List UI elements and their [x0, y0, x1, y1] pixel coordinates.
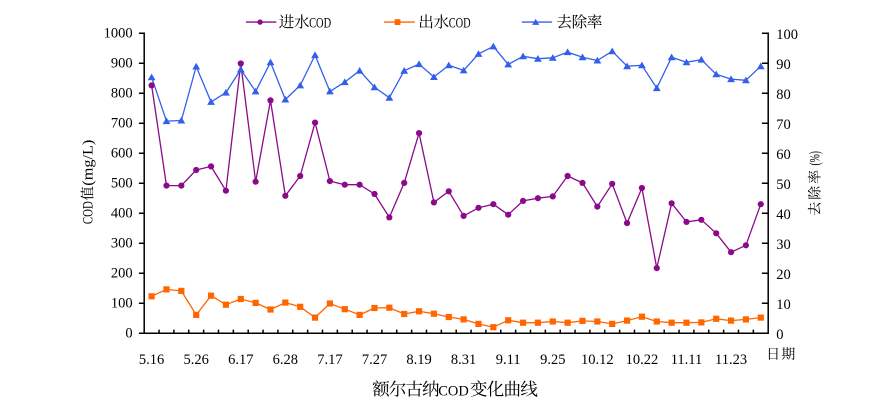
svg-text:20: 20	[776, 267, 791, 283]
svg-text:30: 30	[776, 237, 791, 253]
svg-text:0: 0	[776, 327, 783, 343]
svg-text:COD: COD	[81, 201, 97, 224]
svg-text:5.16: 5.16	[139, 352, 164, 368]
svg-text:9.11: 9.11	[496, 352, 521, 368]
svg-text:8.31: 8.31	[451, 352, 476, 368]
svg-text:(mg/L): (mg/L)	[81, 140, 97, 186]
svg-text:300: 300	[111, 235, 133, 251]
svg-text:600: 600	[111, 145, 133, 161]
svg-text:80: 80	[776, 87, 791, 103]
svg-text:7.17: 7.17	[317, 352, 342, 368]
svg-text:200: 200	[111, 265, 133, 281]
svg-text:1000: 1000	[104, 25, 133, 41]
svg-text:COD: COD	[309, 15, 331, 31]
svg-text:0: 0	[125, 325, 132, 341]
svg-text:800: 800	[111, 85, 133, 101]
svg-text:9.25: 9.25	[540, 352, 565, 368]
svg-text:900: 900	[111, 55, 133, 71]
svg-text:500: 500	[111, 175, 133, 191]
svg-text:5.26: 5.26	[184, 352, 209, 368]
svg-text:10.12: 10.12	[581, 352, 614, 368]
svg-text:70: 70	[776, 117, 791, 133]
svg-text:90: 90	[776, 57, 791, 73]
svg-text:11.23: 11.23	[715, 352, 747, 368]
svg-text:60: 60	[776, 147, 791, 163]
svg-text:400: 400	[111, 205, 133, 221]
svg-text:6.28: 6.28	[273, 352, 298, 368]
svg-text:11.11: 11.11	[671, 352, 703, 368]
svg-text:40: 40	[776, 207, 791, 223]
svg-text:10: 10	[776, 297, 791, 313]
svg-text:50: 50	[776, 177, 791, 193]
svg-text:6.17: 6.17	[228, 352, 253, 368]
svg-text:COD: COD	[438, 383, 469, 399]
svg-text:7.27: 7.27	[362, 352, 387, 368]
svg-text:10.22: 10.22	[626, 352, 659, 368]
svg-text:8.19: 8.19	[406, 352, 431, 368]
svg-text:100: 100	[111, 295, 133, 311]
svg-text:(%): (%)	[808, 151, 824, 166]
svg-text:COD: COD	[449, 15, 471, 31]
svg-text:700: 700	[111, 115, 133, 131]
svg-text:100: 100	[776, 27, 798, 43]
